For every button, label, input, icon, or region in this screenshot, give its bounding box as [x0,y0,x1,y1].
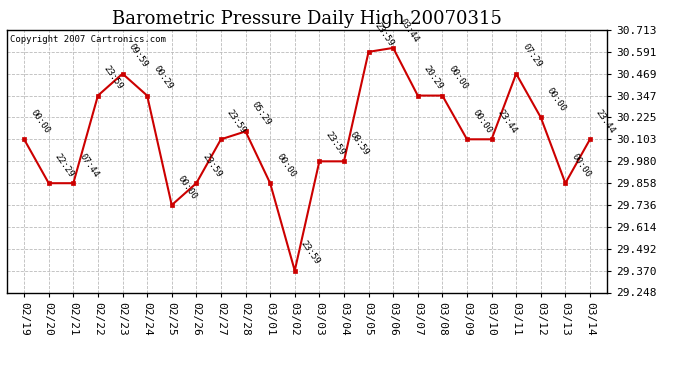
Text: 00:00: 00:00 [569,152,592,179]
Text: 23:59: 23:59 [324,130,346,157]
Title: Barometric Pressure Daily High 20070315: Barometric Pressure Daily High 20070315 [112,10,502,28]
Text: 00:29: 00:29 [151,64,174,92]
Text: Copyright 2007 Cartronics.com: Copyright 2007 Cartronics.com [10,35,166,44]
Text: 23:59: 23:59 [102,64,125,92]
Text: 23:59: 23:59 [201,152,224,179]
Text: 00:00: 00:00 [446,64,469,92]
Text: 23:59: 23:59 [225,108,248,135]
Text: 23:59: 23:59 [373,21,395,48]
Text: 08:59: 08:59 [348,130,371,157]
Text: 20:29: 20:29 [422,64,445,92]
Text: 00:00: 00:00 [545,86,568,113]
Text: 03:44: 03:44 [397,16,420,44]
Text: 00:00: 00:00 [275,152,297,179]
Text: 22:29: 22:29 [53,152,76,179]
Text: 00:00: 00:00 [471,108,494,135]
Text: 23:44: 23:44 [594,108,617,135]
Text: 00:00: 00:00 [28,108,51,135]
Text: 00:00: 00:00 [176,174,199,201]
Text: 05:29: 05:29 [250,100,273,127]
Text: 23:59: 23:59 [299,239,322,267]
Text: 07:29: 07:29 [520,42,543,69]
Text: 23:44: 23:44 [495,108,518,135]
Text: 07:44: 07:44 [77,152,100,179]
Text: 09:59: 09:59 [127,42,150,69]
